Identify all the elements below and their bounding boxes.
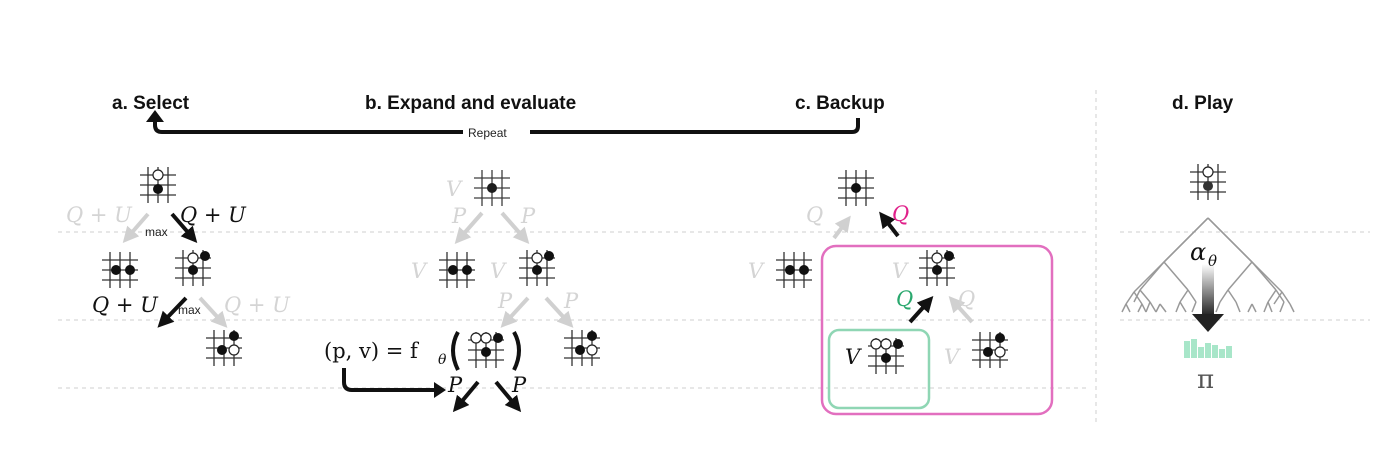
qu-mid-left: Q + U [92, 293, 159, 317]
board-select-root [139, 166, 177, 204]
board-backup-leaf [867, 337, 905, 375]
board-expand-mid-right [518, 249, 556, 287]
board-expand-eval [467, 331, 505, 369]
v-leaf-right: V [944, 345, 961, 369]
max-mid: max [178, 303, 201, 317]
v-mid-right: V [490, 259, 507, 283]
v-leaf: V [845, 345, 862, 369]
repeat-arrow: Repeat [146, 110, 860, 140]
p-low-right: P [563, 289, 579, 313]
qu-mid-right: Q + U [224, 293, 291, 317]
alpha: α [1190, 238, 1206, 266]
pink-box [820, 244, 1054, 416]
title-expand: b. Expand and evaluate [365, 93, 576, 114]
board-backup-left [775, 251, 813, 289]
bent-arrow [342, 368, 436, 392]
play-arrow-shaft [1202, 264, 1214, 316]
p-left: P [451, 204, 467, 228]
board-backup-mid [918, 249, 956, 287]
formula-sub: θ [438, 352, 447, 368]
repeat-label: Repeat [468, 126, 507, 140]
policy-histogram [1184, 339, 1232, 358]
v-left: V [748, 259, 765, 283]
q-root-left: Q [806, 203, 823, 227]
p-out-right: P [511, 373, 527, 397]
qu-top-right: Q + U [180, 203, 247, 227]
alpha-sub: θ [1208, 252, 1217, 270]
formula-left: (p, v) = f [324, 339, 420, 363]
select-panel: Q + U Q + U max Q + U max Q + U [66, 166, 291, 367]
paren-left [451, 331, 460, 371]
board-backup-root [837, 169, 875, 207]
q-green: Q [896, 287, 913, 311]
board-select-mid-left [101, 251, 139, 289]
qu-top-left: Q + U [66, 203, 133, 227]
title-select: a. Select [112, 93, 190, 114]
play-arrow-head [1192, 314, 1224, 332]
paren-right [512, 331, 521, 371]
v-mid: V [892, 259, 909, 283]
title-play: d. Play [1172, 93, 1234, 114]
v-mid-left: V [411, 259, 428, 283]
q-root-pink: Q [892, 202, 909, 226]
v-root: V [446, 177, 463, 201]
play-panel: α θ π [1121, 163, 1295, 395]
p-right: P [520, 204, 536, 228]
expand-panel: V P P V V P P (p, v) = f θ [324, 169, 601, 413]
green-box [827, 328, 931, 410]
play-tree [1121, 217, 1295, 313]
title-backup: c. Backup [795, 93, 885, 114]
backup-panel: Q Q V V Q Q V [748, 169, 1054, 416]
board-select-leaf [205, 329, 243, 367]
p-out-left: P [447, 373, 463, 397]
board-expand-leaf-right [563, 329, 601, 367]
pi: π [1197, 365, 1214, 395]
q-gray: Q [958, 287, 975, 311]
dashed-guides [58, 90, 1370, 424]
board-backup-leaf-right [971, 331, 1009, 369]
board-select-mid-right [174, 249, 212, 287]
max-top: max [145, 225, 168, 239]
board-play-root [1189, 163, 1227, 201]
p-low-left: P [497, 289, 513, 313]
board-expand-mid-left [438, 251, 476, 289]
board-expand-root [473, 169, 511, 207]
